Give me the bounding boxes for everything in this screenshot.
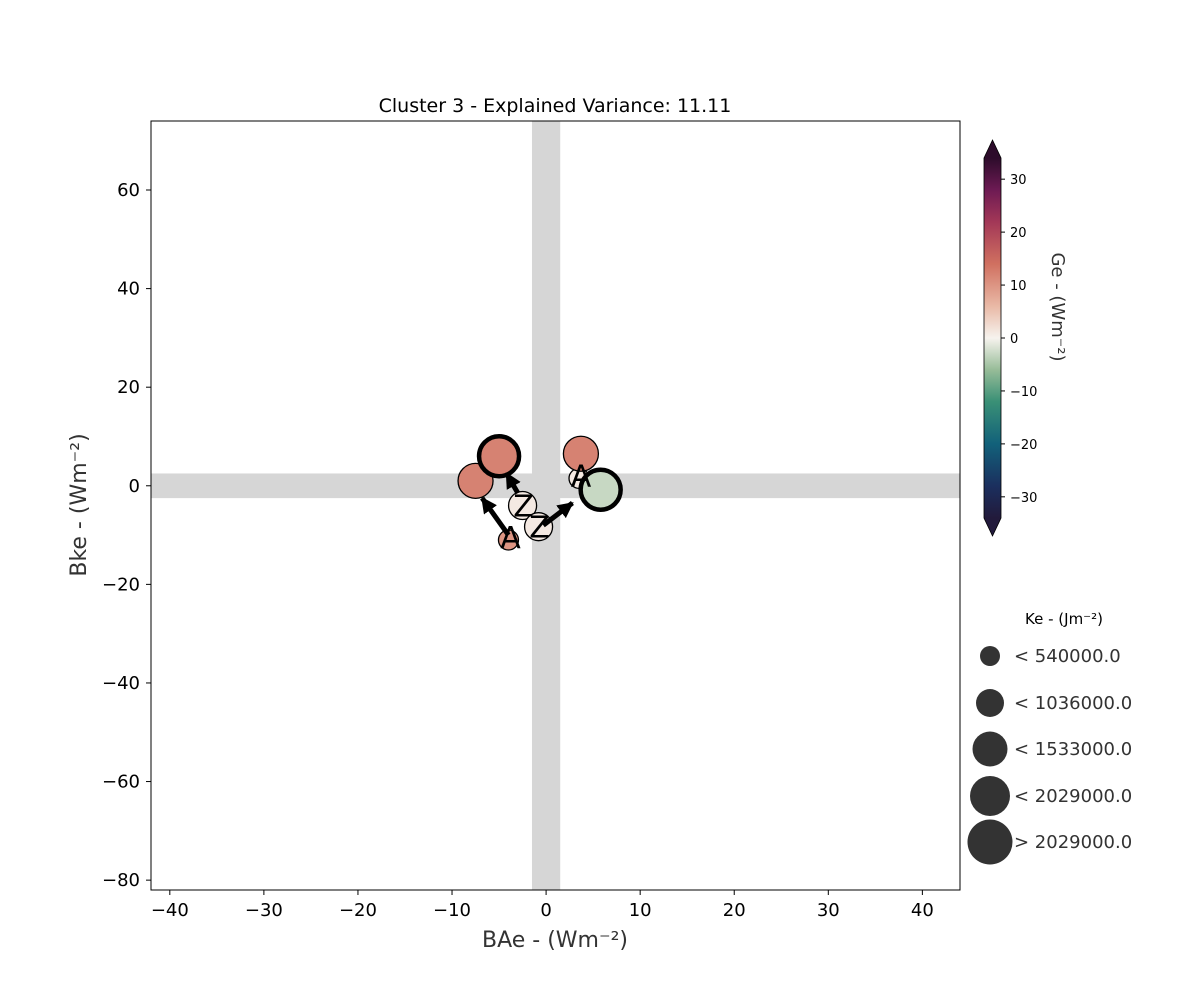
size-legend-label: < 2029000.0 — [1014, 786, 1132, 807]
y-tick-label: 60 — [117, 180, 140, 201]
y-tick-label: −40 — [102, 673, 140, 694]
trajectory-arrow — [480, 496, 511, 537]
start-label: A — [571, 459, 592, 494]
x-tick-label: 40 — [911, 900, 934, 921]
colorbar-outline — [983, 139, 1002, 537]
x-tick-label: −10 — [433, 900, 471, 921]
colorbar-label: Ge - (Wm⁻²) — [1047, 252, 1068, 361]
x-tick-label: 0 — [540, 900, 551, 921]
x-tick-label: −20 — [339, 900, 377, 921]
data-point — [507, 490, 538, 521]
size-legend-title: Ke - (Jm⁻²) — [1025, 610, 1103, 628]
colorbar-tick-label: 20 — [1010, 226, 1027, 241]
x-tick-label: −40 — [151, 900, 189, 921]
horizontal-band — [151, 473, 960, 499]
size-legend-label: < 540000.0 — [1014, 646, 1121, 667]
colorbar-tick-label: 30 — [1010, 173, 1027, 188]
y-axis-label: Bke - (Wm⁻²) — [67, 433, 92, 576]
x-tick-label: 10 — [629, 900, 652, 921]
y-tick-label: 20 — [117, 377, 140, 398]
trajectory-arrow — [504, 472, 521, 495]
colorbar-tick-label: −10 — [1010, 385, 1037, 400]
size-legend-label: < 1533000.0 — [1014, 739, 1132, 760]
colorbar-extend-bottom — [984, 518, 1001, 536]
plot-frame — [150, 120, 961, 891]
size-legend-label: < 1036000.0 — [1014, 693, 1132, 714]
colorbar-tick-label: −20 — [1010, 438, 1037, 453]
size-legend-marker — [967, 819, 1013, 865]
colorbar-extend-top — [984, 140, 1001, 158]
x-tick-label: 30 — [817, 900, 840, 921]
y-tick-label: −80 — [102, 870, 140, 891]
x-tick-label: 20 — [723, 900, 746, 921]
y-tick-label: −60 — [102, 772, 140, 793]
x-axis-label: BAe - (Wm⁻²) — [482, 928, 628, 953]
data-point — [523, 512, 554, 542]
y-tick-label: 0 — [129, 476, 140, 497]
colorbar-gradient-bar — [984, 158, 1001, 518]
colorbar-tick-label: −30 — [1010, 491, 1037, 506]
colorbar-tick-label: 0 — [1010, 332, 1018, 347]
size-legend-marker — [972, 731, 1008, 767]
colorbar: −30 −20 −10 0 10 20 30 — [983, 139, 1037, 537]
size-legend-marker — [980, 646, 1000, 666]
x-tick-label: −30 — [245, 900, 283, 921]
y-axis: −80 −60 −40 −20 0 20 40 60 — [102, 180, 151, 891]
y-tick-label: −20 — [102, 574, 140, 595]
size-legend-marker — [976, 689, 1004, 717]
data-point — [476, 433, 522, 479]
x-axis: −40 −30 −20 −10 0 10 20 30 40 — [151, 890, 934, 921]
colorbar-tick-label: 10 — [1010, 279, 1027, 294]
size-legend-label: > 2029000.0 — [1014, 832, 1132, 853]
end-label: Z — [529, 511, 550, 546]
start-label: A — [500, 521, 521, 556]
size-legend: Ke - (Jm⁻²) < 540000.0 < 1036000.0 < 15330… — [967, 610, 1132, 865]
end-label: Z — [513, 490, 534, 525]
data-point — [578, 467, 623, 512]
data-point — [562, 435, 600, 472]
size-legend-marker — [970, 776, 1010, 816]
y-tick-label: 40 — [117, 279, 140, 300]
trajectory-arrow — [541, 501, 574, 528]
chart-title: Cluster 3 - Explained Variance: 11.11 — [379, 95, 732, 117]
data-point — [497, 529, 520, 551]
